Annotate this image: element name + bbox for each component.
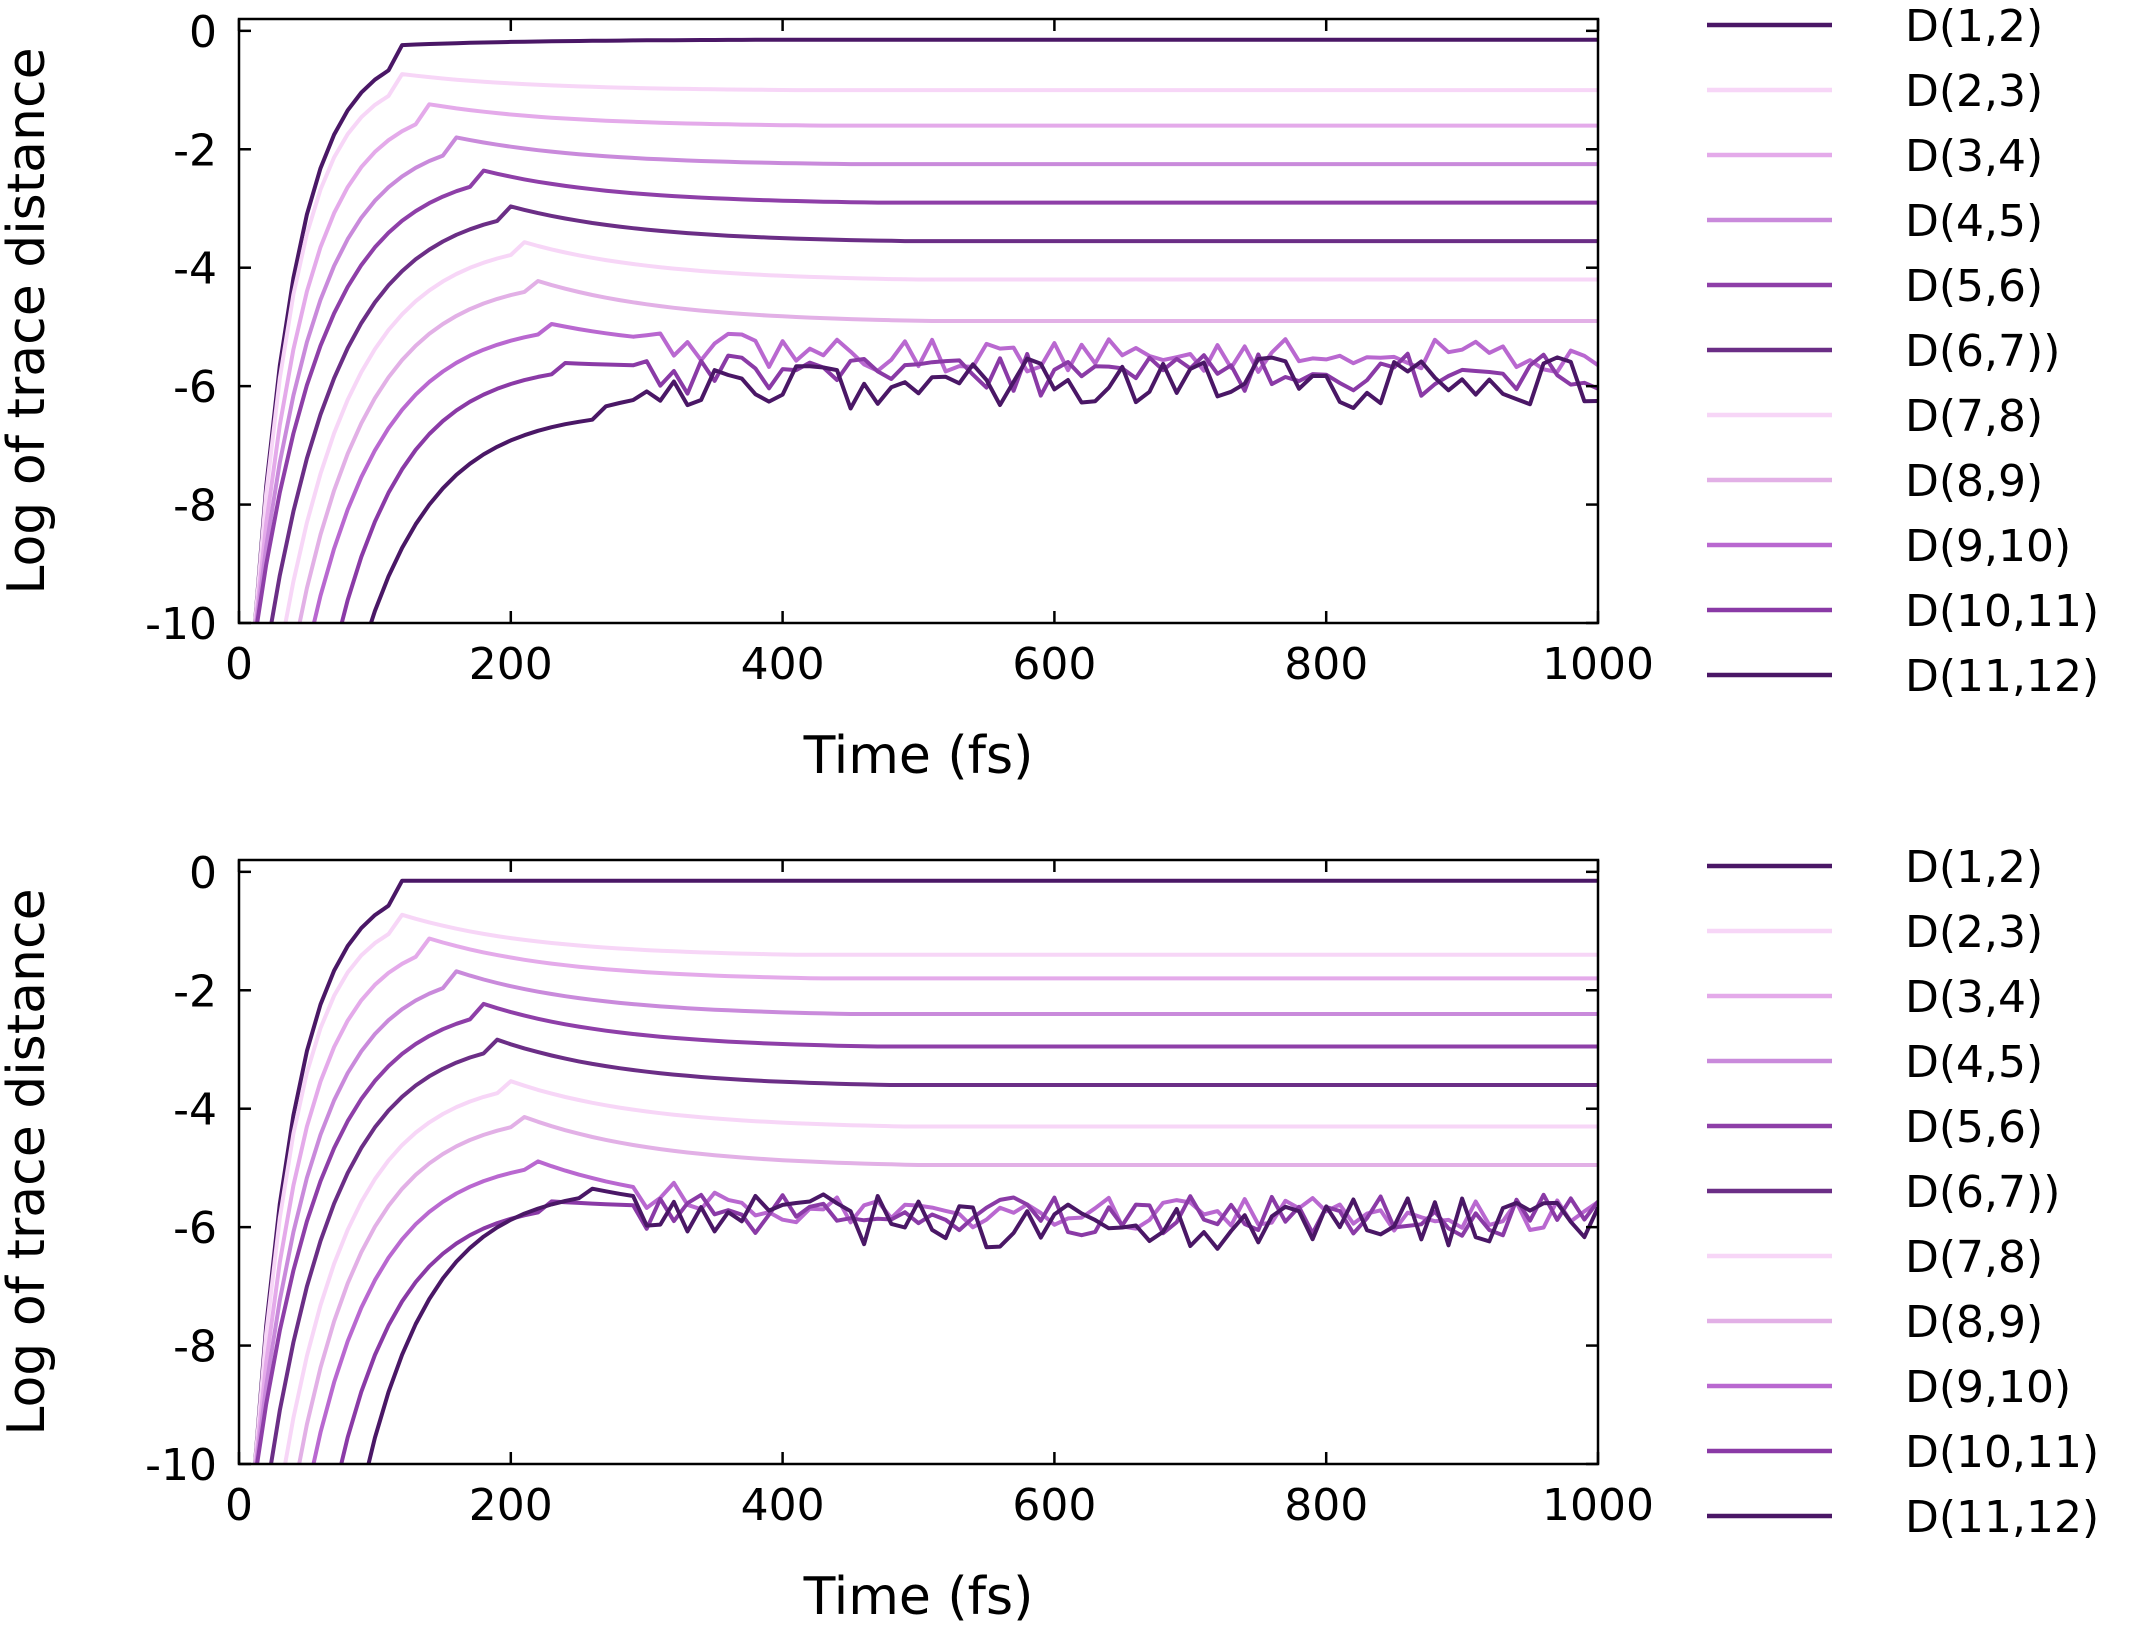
- series-line-11-12: [368, 355, 1598, 623]
- y-tick-label: -6: [173, 362, 217, 413]
- series-line-8-9: [297, 279, 1598, 623]
- y-tick-label: -10: [145, 1440, 217, 1491]
- series-line-10-11: [339, 1192, 1598, 1464]
- x-tick-label: 400: [741, 639, 825, 690]
- legend-label: D(8,9): [1905, 1297, 2043, 1348]
- y-axis-title: Log of trace distance: [0, 888, 57, 1435]
- series-line-7-8: [283, 240, 1598, 623]
- legend-label: D(5,6): [1905, 261, 2043, 312]
- series-line-6-7: [269, 204, 1598, 623]
- x-tick-label: 0: [225, 1480, 253, 1531]
- legend-label: D(1,2): [1905, 842, 2043, 893]
- legend-label: D(4,5): [1905, 196, 2043, 247]
- y-tick-label: 0: [189, 848, 217, 899]
- series-line-9-10: [311, 322, 1598, 623]
- legend: D(1,2) D(2,3) D(3,4) D(4,5) D(5,6) D(6,7)) D(7…: [1707, 1, 2099, 702]
- y-tick-label: 0: [189, 7, 217, 58]
- series-line-1-2: [253, 37, 1598, 623]
- legend-label: D(2,3): [1905, 907, 2043, 958]
- series-line-5-6: [255, 168, 1598, 623]
- x-tick-label: 800: [1284, 639, 1368, 690]
- legend-label: D(9,10): [1905, 521, 2071, 572]
- y-tick-label: -8: [173, 1322, 217, 1373]
- x-tick-label: 400: [741, 1480, 825, 1531]
- y-axis-title: Log of trace distance: [0, 47, 57, 594]
- legend-label: D(3,4): [1905, 972, 2043, 1023]
- series-line-3-4: [253, 936, 1598, 1464]
- legend-label: D(7,8): [1905, 391, 2043, 442]
- legend-label: D(9,10): [1905, 1362, 2071, 1413]
- chart-bottom: 0 200 400 600 800 1000 0 -2 -4 -6 -8 -10 Time (fs) Lo…: [0, 842, 2099, 1627]
- x-axis-title: Time (fs): [803, 1567, 1034, 1627]
- series-line-8-9: [297, 1115, 1598, 1464]
- y-tick-label: -6: [173, 1203, 217, 1254]
- x-tick-label: 1000: [1542, 639, 1654, 690]
- legend-label: D(11,12): [1905, 651, 2099, 702]
- legend-label: D(4,5): [1905, 1037, 2043, 1088]
- y-tick-label: -2: [173, 125, 217, 176]
- legend-label: D(3,4): [1905, 131, 2043, 182]
- x-tick-label: 800: [1284, 1480, 1368, 1531]
- legend-label: D(6,7)): [1905, 326, 2060, 377]
- legend-label: D(6,7)): [1905, 1167, 2060, 1218]
- x-tick-label: 1000: [1542, 1480, 1654, 1531]
- legend-label: D(1,2): [1905, 1, 2043, 52]
- series-line-3-4: [253, 102, 1598, 623]
- series-line-4-5: [254, 135, 1598, 623]
- series-line-10-11: [339, 351, 1598, 623]
- plot-area: [252, 878, 1598, 1464]
- legend-label: D(5,6): [1905, 1102, 2043, 1153]
- y-tick-label: -10: [145, 599, 217, 650]
- legend-label: D(8,9): [1905, 456, 2043, 507]
- legend-label: D(10,11): [1905, 586, 2099, 637]
- series-line-2-3: [253, 912, 1598, 1464]
- legend-label: D(7,8): [1905, 1232, 2043, 1283]
- series-line-5-6: [255, 1001, 1598, 1464]
- series-line-11-12: [366, 1186, 1598, 1464]
- y-tick-label: -4: [173, 1085, 217, 1136]
- series-line-7-8: [283, 1079, 1598, 1464]
- x-axis-title: Time (fs): [803, 726, 1034, 786]
- legend-label: D(11,12): [1905, 1492, 2099, 1543]
- y-tick-label: -4: [173, 244, 217, 295]
- x-tick-label: 0: [225, 639, 253, 690]
- chart-top: 0 200 400 600 800 1000 0 -2 -4 -6 -8 -10 Time (fs) Lo…: [0, 1, 2099, 786]
- legend-label: D(2,3): [1905, 66, 2043, 117]
- series-line-4-5: [254, 969, 1598, 1464]
- plot-area: [253, 37, 1598, 623]
- legend-label: D(10,11): [1905, 1427, 2099, 1478]
- x-tick-label: 600: [1012, 1480, 1096, 1531]
- plot-frame: [237, 17, 1600, 625]
- x-tick-label: 600: [1012, 639, 1096, 690]
- series-line-2-3: [253, 72, 1598, 623]
- y-tick-label: -2: [173, 966, 217, 1017]
- x-tick-label: 200: [469, 1480, 553, 1531]
- series-line-1-2: [252, 878, 1598, 1464]
- y-tick-label: -8: [173, 481, 217, 532]
- x-tick-label: 200: [469, 639, 553, 690]
- series-line-6-7: [269, 1037, 1598, 1464]
- series-line-9-10: [311, 1159, 1598, 1464]
- legend: D(1,2) D(2,3) D(3,4) D(4,5) D(5,6) D(6,7)) D(7…: [1707, 842, 2099, 1543]
- plot-frame: [237, 858, 1600, 1466]
